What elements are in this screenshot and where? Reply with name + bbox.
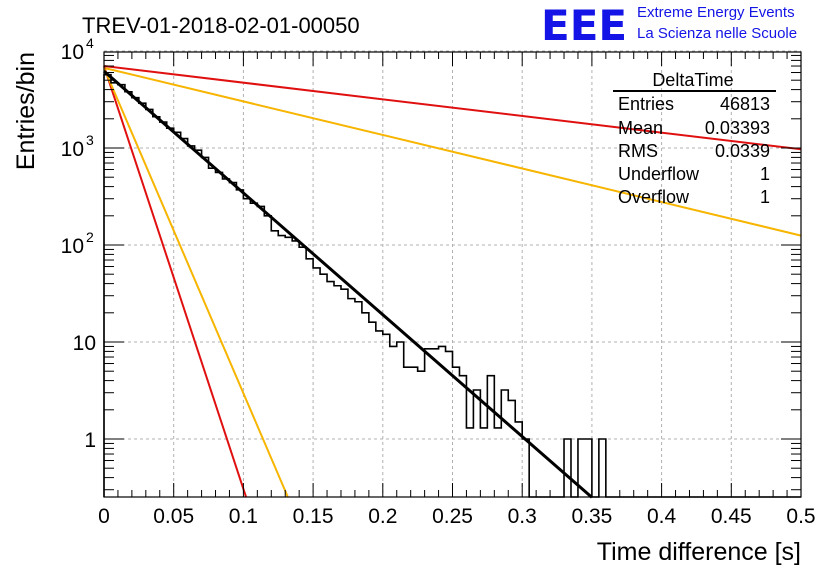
eee-logo-line2: La Scienza nelle Scuole: [637, 25, 797, 42]
stats-label-underflow: Underflow: [618, 164, 700, 184]
stats-label-rms: RMS: [618, 141, 658, 161]
x-tick-label: 0.3: [508, 505, 537, 528]
stats-title: DeltaTime: [652, 70, 733, 90]
stats-value-rms: 0.0339: [715, 141, 770, 161]
exponential-curves: [103, 65, 802, 498]
fit-line: [103, 70, 593, 499]
stats-value-entries: 46813: [720, 94, 770, 114]
y-tick-label: 10: [61, 235, 84, 258]
x-tick-label: 0.4: [647, 505, 677, 528]
x-axis-label: Time difference [s]: [597, 538, 801, 566]
stats-value-overflow: 1: [760, 187, 770, 207]
grid: [104, 50, 801, 497]
exponential-fit-line: [103, 70, 593, 499]
x-tick-label: 0.15: [293, 505, 334, 528]
x-tick-label: 0.05: [153, 505, 194, 528]
y-tick-label-exponent: 4: [86, 35, 94, 51]
curve-1: [103, 65, 802, 151]
y-tick-label: 10: [61, 138, 84, 161]
eee-logo: EEE Extreme Energy Events La Scienza nel…: [541, 1, 797, 50]
x-tick-label: 0.5: [786, 505, 815, 528]
x-tick-label: 0.25: [432, 505, 473, 528]
y-tick-label-exponent: 2: [86, 229, 94, 245]
x-tick-label: 0.35: [571, 505, 612, 528]
y-tick-label: 10: [61, 41, 84, 64]
x-tick-labels: 0 0.05 0.1 0.15 0.2 0.25 0.3 0.35 0.4 0.45 0.5: [98, 505, 815, 528]
eee-logo-mark: EEE: [541, 1, 627, 50]
y-tick-label: 1: [84, 429, 96, 452]
stats-box: DeltaTime Entries 46813 Mean 0.03393 RMS…: [613, 70, 776, 207]
stats-label-entries: Entries: [618, 94, 674, 114]
x-tick-label: 0.45: [711, 505, 752, 528]
axis-ticks: [103, 52, 802, 497]
x-tick-label: 0.2: [368, 505, 397, 528]
chart-title: TREV-01-2018-02-01-00050: [82, 13, 360, 38]
stats-value-underflow: 1: [760, 164, 770, 184]
curve-3: [103, 65, 248, 498]
y-tick-label: 10: [73, 332, 96, 355]
x-tick-label: 0: [98, 505, 110, 528]
y-tick-label-exponent: 3: [86, 132, 94, 148]
y-axis-label: Entries/bin: [12, 52, 40, 170]
curve-2: [103, 66, 802, 237]
curve-4: [103, 67, 289, 498]
stats-value-mean: 0.03393: [705, 118, 770, 138]
stats-label-mean: Mean: [618, 118, 663, 138]
eee-logo-line1: Extreme Energy Events: [637, 4, 795, 21]
stats-label-overflow: Overflow: [618, 187, 690, 207]
x-tick-label: 0.1: [229, 505, 258, 528]
